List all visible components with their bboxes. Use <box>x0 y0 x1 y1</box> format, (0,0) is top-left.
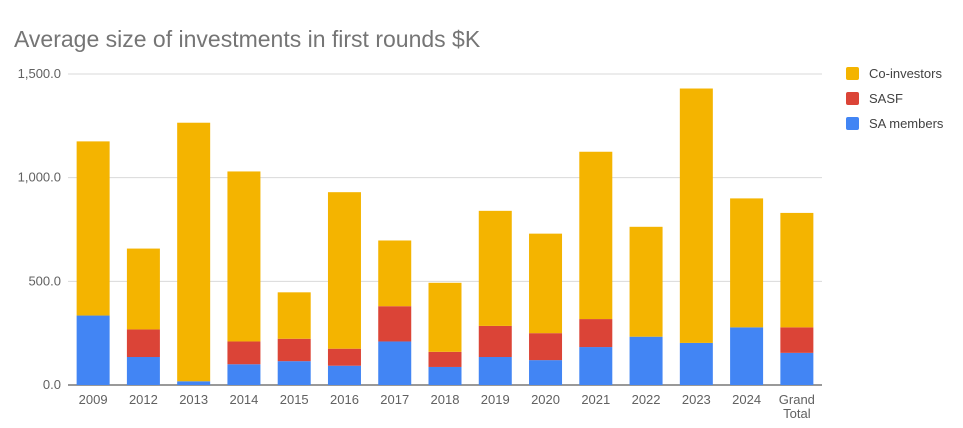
bar-sasf <box>478 325 512 358</box>
y-tick-label: 1,500.0 <box>18 66 61 81</box>
bar-co-investors <box>277 292 311 339</box>
bar-co-investors <box>76 141 110 316</box>
legend-label-co-investors: Co-investors <box>869 66 942 81</box>
legend-swatch-sasf <box>846 92 859 105</box>
x-tick-label: 2020 <box>531 392 560 407</box>
x-tick-label: 2016 <box>330 392 359 407</box>
legend-item-sasf: SASF <box>846 91 943 106</box>
bar-sasf <box>126 329 160 358</box>
legend-label-sasf: SASF <box>869 91 903 106</box>
legend-label-sa-members: SA members <box>869 116 944 131</box>
x-tick-label: 2009 <box>79 392 108 407</box>
bar-sa-members <box>177 381 211 385</box>
bar-sasf <box>378 306 412 342</box>
bar-sasf <box>277 338 311 362</box>
bar-sa-members <box>327 365 361 385</box>
legend-item-co-investors: Co-investors <box>846 66 943 81</box>
x-tick-label: 2019 <box>481 392 510 407</box>
bar-sasf <box>529 333 563 361</box>
bar-co-investors <box>679 88 713 343</box>
bar-sa-members <box>277 361 311 385</box>
bar-sasf <box>327 348 361 366</box>
bar-sa-members <box>378 341 412 385</box>
y-tick-label: 0.0 <box>43 377 61 392</box>
bar-sasf <box>579 319 613 348</box>
x-tick-label: 2013 <box>179 392 208 407</box>
bar-sa-members <box>227 364 261 385</box>
bar-sa-members <box>629 336 663 385</box>
bar-sa-members <box>529 360 563 385</box>
bar-co-investors <box>378 240 412 307</box>
bar-sa-members <box>478 357 512 385</box>
legend-swatch-co-investors <box>846 67 859 80</box>
bar-sa-members <box>126 357 160 385</box>
bar-sa-members <box>730 327 764 385</box>
x-tick-label: 2014 <box>229 392 258 407</box>
bar-co-investors <box>126 248 160 330</box>
x-tick-label: 2022 <box>632 392 661 407</box>
bar-sasf <box>227 341 261 365</box>
x-tick-label: Grand Total <box>779 392 815 421</box>
chart-title: Average size of investments in first rou… <box>14 26 481 52</box>
bar-sasf <box>780 327 814 353</box>
bar-co-investors <box>227 171 261 342</box>
bar-co-investors <box>478 210 512 326</box>
x-tick-label: 2021 <box>581 392 610 407</box>
x-tick-label: 2017 <box>380 392 409 407</box>
bar-sa-members <box>428 366 462 385</box>
x-tick-label-line: Grand <box>779 392 815 407</box>
y-tick-label: 1,000.0 <box>18 170 61 185</box>
bar-sa-members <box>579 347 613 385</box>
bar-sa-members <box>76 315 110 385</box>
bar-sasf <box>428 351 462 367</box>
y-tick-label: 500.0 <box>28 273 61 288</box>
bar-co-investors <box>177 122 211 382</box>
legend-swatch-sa-members <box>846 117 859 130</box>
x-tick-label: 2018 <box>431 392 460 407</box>
x-tick-label-line: Total <box>783 406 811 421</box>
bar-co-investors <box>428 282 462 352</box>
bar-sa-members <box>780 352 814 385</box>
bar-co-investors <box>730 198 764 328</box>
legend: Co-investors SASF SA members <box>846 66 943 141</box>
legend-item-sa-members: SA members <box>846 116 943 131</box>
bar-co-investors <box>629 226 663 337</box>
x-tick-label: 2012 <box>129 392 158 407</box>
x-tick-label: 2023 <box>682 392 711 407</box>
bar-sa-members <box>679 342 713 385</box>
bar-co-investors <box>780 212 814 328</box>
bar-co-investors <box>529 233 563 334</box>
bar-co-investors <box>327 192 361 349</box>
x-tick-label: 2024 <box>732 392 761 407</box>
bar-co-investors <box>579 151 613 320</box>
x-tick-label: 2015 <box>280 392 309 407</box>
